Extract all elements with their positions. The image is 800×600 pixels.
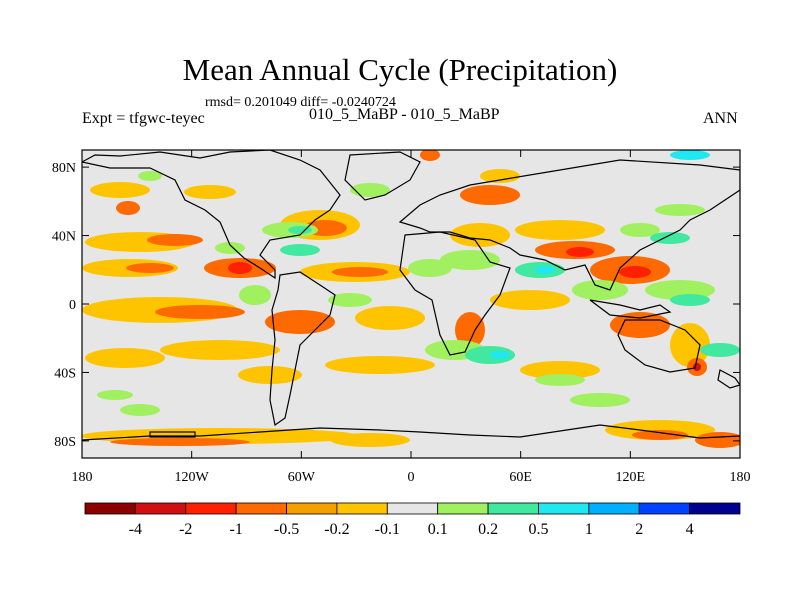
- new-zealand-outline: [717, 369, 740, 389]
- positive-anomaly-blobs: [97, 150, 740, 416]
- antarctica-outline: [82, 424, 740, 441]
- colorbar-label: 1: [585, 521, 593, 538]
- colorbar: -4 -2 -1 -0.5 -0.2 -0.1 0.1 0.2 0.5 1 2 4: [84, 502, 741, 538]
- colorbar-swatch: [134, 502, 187, 515]
- colorbar-label: -0.1: [375, 521, 400, 538]
- colorbar-label: 4: [686, 521, 694, 538]
- map-field: [82, 150, 740, 458]
- south-america-outline: [269, 271, 336, 427]
- indonesia-outline: [589, 299, 672, 319]
- colorbar-swatch: [386, 502, 439, 515]
- colorbar-swatch: [235, 502, 287, 515]
- colorbar-label: 0.5: [528, 521, 548, 538]
- colorbar-swatch: [538, 502, 590, 515]
- x-tick-label: 120W: [175, 470, 210, 485]
- x-tick-label: 120E: [616, 470, 646, 485]
- colorbar-label: -0.5: [274, 521, 299, 538]
- colorbar-label: -4: [129, 521, 142, 538]
- colorbar-label: -1: [229, 521, 242, 538]
- stats-label: rmsd= 0.201049 diff= -0.0240724: [205, 95, 396, 110]
- colorbar-swatch: [84, 502, 136, 515]
- colorbar-label: 2: [635, 521, 643, 538]
- y-tick-label: 40N: [52, 230, 76, 245]
- eurasia-outline: [398, 159, 740, 291]
- colorbar-swatch: [185, 502, 237, 515]
- africa-outline: [399, 231, 511, 356]
- y-tick-label: 80N: [52, 161, 76, 176]
- x-tick-label: 60W: [288, 470, 316, 485]
- colorbar-swatch: [588, 502, 640, 515]
- x-tick-label: 180: [72, 470, 93, 485]
- x-tick-label: 60E: [509, 470, 532, 485]
- north-america-outline: [82, 150, 341, 280]
- colorbar-swatch: [638, 502, 691, 515]
- ross-ice-outline: [149, 431, 196, 438]
- colorbar-label: 0.1: [428, 521, 448, 538]
- colorbar-swatch: [286, 502, 338, 515]
- season-label: ANN: [703, 110, 738, 127]
- greenland-outline: [344, 151, 421, 201]
- experiment-label: Expt = tfgwc-teyec: [82, 110, 205, 127]
- colorbar-swatch: [689, 502, 741, 515]
- colorbar-swatch: [336, 502, 388, 515]
- y-tick-label: 0: [69, 298, 76, 313]
- y-tick-label: 40S: [54, 366, 76, 381]
- x-tick-label: 0: [408, 470, 415, 485]
- period-label: 010_5_MaBP - 010_5_MaBP: [309, 106, 500, 123]
- chart-title: Mean Annual Cycle (Precipitation): [182, 52, 618, 87]
- australia-outline: [617, 319, 701, 373]
- colorbar-label: -0.2: [324, 521, 349, 538]
- colorbar-swatch: [487, 502, 539, 515]
- colorbar-swatch: [437, 502, 489, 515]
- x-tick-label: 180: [730, 470, 751, 485]
- colorbar-label: 0.2: [478, 521, 498, 538]
- axes-layer: 180 120W 60W 0 60E 120E 180 80N 40N 0 40S 80S: [52, 150, 751, 485]
- colorbar-label: -2: [179, 521, 192, 538]
- y-tick-label: 80S: [54, 435, 76, 450]
- coastlines: [82, 150, 740, 441]
